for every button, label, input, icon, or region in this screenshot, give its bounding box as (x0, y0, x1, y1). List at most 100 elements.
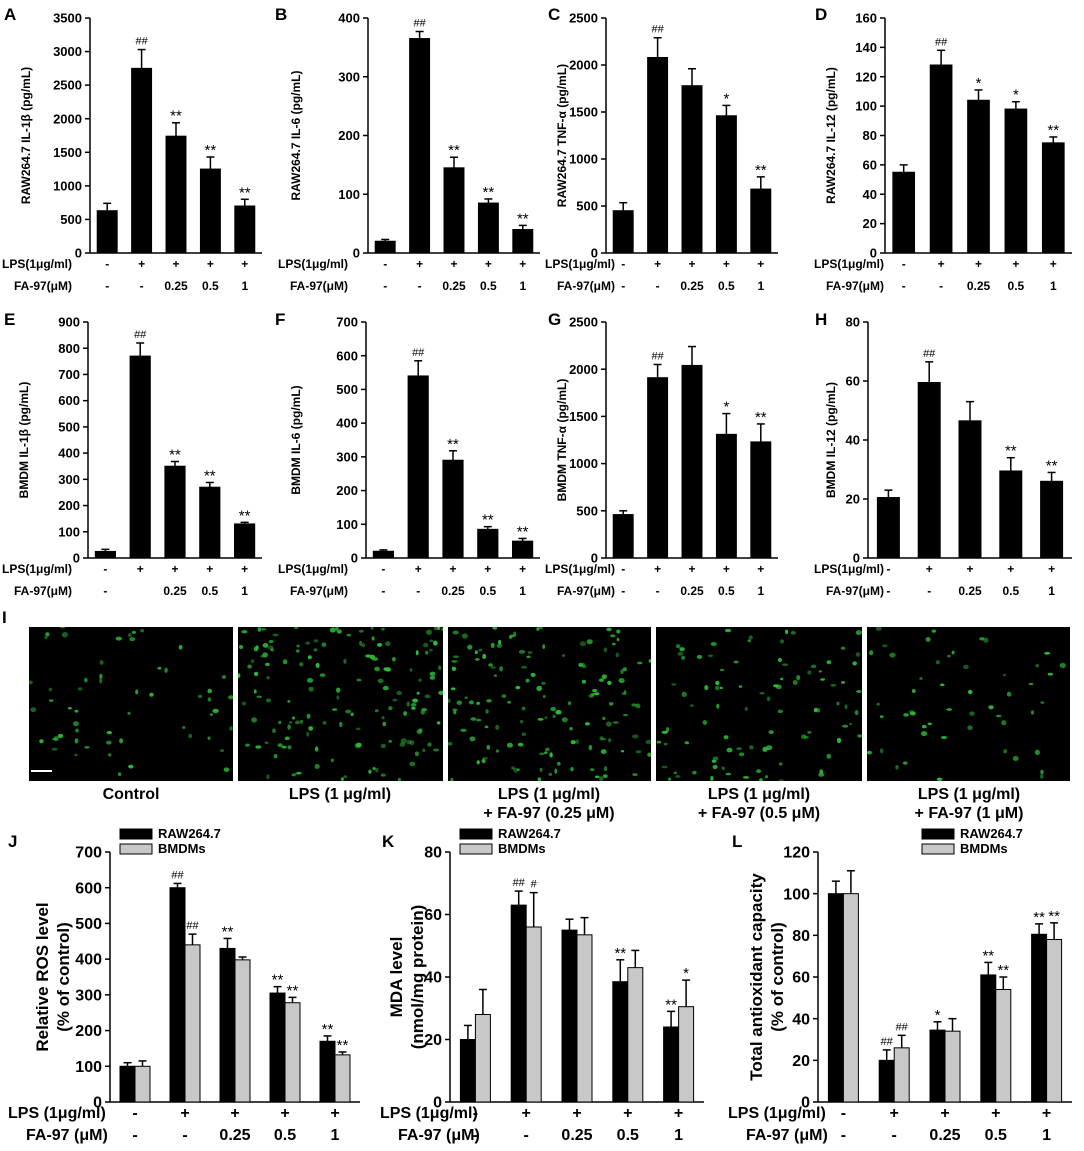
significance-mark: ## (923, 348, 936, 360)
treatment-label-lps: LPS(1μg/ml) (545, 257, 615, 271)
fluorescent-cell (358, 629, 364, 633)
bar-B (409, 38, 431, 254)
fluorescent-cell (782, 663, 789, 666)
fluorescent-cell (940, 736, 948, 739)
bar-L (944, 1030, 961, 1103)
y-tick-label: 60 (424, 907, 442, 924)
bar-B (443, 167, 465, 254)
y-tick-label: 1500 (569, 105, 598, 120)
fluorescent-cell (229, 726, 233, 731)
fa97-cell: 0.25 (441, 584, 465, 598)
fluorescent-cell (84, 677, 88, 683)
fluorescent-cell (256, 695, 262, 699)
fluorescent-cell (314, 764, 320, 769)
fluorescent-cell (228, 695, 233, 700)
treatment-label-fa97: FA-97(μM) (14, 584, 72, 598)
fluorescent-cell (902, 761, 908, 765)
bar-E (94, 550, 116, 559)
fluorescent-cell (115, 636, 123, 641)
fluorescent-cell (281, 745, 287, 749)
bar-J (319, 1040, 336, 1103)
legend-label: RAW264.7 (158, 826, 221, 841)
significance-mark: ## (171, 869, 184, 881)
fluorescent-cell (319, 673, 326, 677)
lps-cell: + (890, 1105, 899, 1122)
fluorescent-cell (108, 753, 112, 757)
significance-mark: * (976, 75, 982, 92)
lps-cell: + (1042, 1105, 1051, 1122)
treatment-label-fa97: FA-97 (μM) (398, 1127, 480, 1144)
significance-mark: ## (134, 329, 147, 341)
lps-cell: + (723, 562, 730, 576)
bar-B (477, 202, 499, 254)
fluorescent-cell (57, 733, 64, 739)
fluorescent-cell (716, 703, 720, 709)
lps-cell: + (723, 257, 730, 271)
y-tick-label: 400 (336, 416, 358, 431)
fluorescent-cell (117, 772, 122, 776)
fluorescent-cell (811, 664, 817, 669)
lps-cell: + (674, 1105, 683, 1122)
fluorescent-cell (552, 714, 556, 719)
bar-J (169, 887, 186, 1103)
bar-L (878, 1059, 895, 1103)
fa97-cell: 1 (757, 279, 764, 293)
fluorescent-cell (460, 728, 467, 732)
fluorescent-cell (841, 724, 849, 728)
fluorescent-cell (538, 627, 543, 630)
significance-mark: ** (755, 409, 767, 426)
treatment-label-fa97: FA-97(μM) (14, 279, 72, 293)
lps-cell: + (654, 257, 661, 271)
fa97-cell: 0.25 (442, 279, 466, 293)
fluorescent-cell (486, 699, 492, 703)
lps-cell: + (241, 257, 248, 271)
fluorescent-cell (623, 713, 628, 717)
fluorescent-cell (840, 646, 846, 650)
fluorescent-cell (219, 749, 225, 752)
fluorescent-cell (131, 630, 136, 634)
y-tick-label: 0 (870, 246, 877, 261)
fluorescent-cell (983, 637, 989, 643)
fluorescent-cell (448, 698, 451, 703)
fluorescent-cell (253, 671, 259, 677)
y-tick-label: 20 (846, 492, 860, 507)
fluorescent-cell (525, 678, 530, 683)
fluorescent-cell (594, 775, 600, 779)
fluorescent-cell (433, 640, 438, 646)
y-tick-label: 1000 (569, 152, 598, 167)
y-axis-label: BMDM TNF-α (pg/mL) (555, 379, 569, 502)
bar-K (525, 926, 542, 1103)
fluorescent-cell (710, 775, 714, 781)
fluorescent-cell (377, 678, 384, 684)
fluorescent-cell (314, 746, 319, 752)
lps-cell: + (484, 562, 491, 576)
fluorescent-cell (951, 650, 955, 655)
fluorescent-cell (448, 742, 453, 746)
fluorescent-cell (337, 629, 342, 634)
fluorescent-cell (768, 730, 774, 734)
fluorescent-cell (1006, 691, 1012, 697)
fluorescent-cell (857, 734, 862, 738)
fluorescent-cell (632, 734, 639, 739)
y-tick-label: 500 (576, 503, 598, 518)
fluorescent-cell (836, 737, 842, 744)
fluorescent-cell (266, 774, 270, 780)
fa97-cell: 0.5 (201, 584, 218, 598)
y-tick-label: 2000 (53, 111, 82, 126)
bar-C (681, 85, 703, 254)
lps-cell: + (1050, 257, 1057, 271)
y-tick-label: 500 (576, 199, 598, 214)
fluorescent-cell (127, 711, 131, 715)
y-tick-label: 600 (336, 348, 358, 363)
fluorescent-cell (849, 722, 853, 726)
fluorescent-cell (537, 777, 541, 781)
y-axis-label-line2: (% of control) (768, 922, 787, 1032)
fluorescent-cell (99, 660, 104, 665)
y-tick-label: 400 (75, 952, 102, 969)
fluorescent-cell (490, 666, 496, 669)
y-tick-label: 40 (846, 433, 860, 448)
fa97-cell: 1 (1042, 1127, 1051, 1144)
fluorescent-cell (712, 756, 719, 761)
fluorescent-cell (322, 721, 327, 725)
fluorescent-cell (696, 654, 703, 659)
